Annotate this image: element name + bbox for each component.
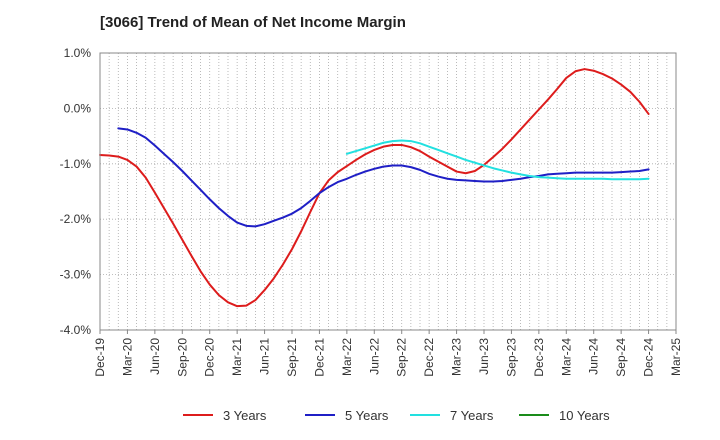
x-tick-label: Sep-20 <box>175 338 189 377</box>
legend-label-3-years: 3 Years <box>223 408 267 423</box>
plot-frame <box>99 52 677 331</box>
x-tick-label: Sep-21 <box>285 338 299 377</box>
x-tick-label: Dec-24 <box>642 338 656 377</box>
series-line-7-years <box>345 139 650 181</box>
x-tick-label: Mar-24 <box>559 338 573 376</box>
x-tick-label: Jun-22 <box>367 338 381 375</box>
x-tick-label: Mar-20 <box>120 338 134 376</box>
series-line-3-years <box>99 68 650 308</box>
x-tick-label: Sep-24 <box>614 338 628 377</box>
x-tick-label: Sep-23 <box>504 338 518 377</box>
x-tick-label: Jun-24 <box>587 338 601 375</box>
series-line-5-years <box>117 127 650 228</box>
y-tick-label: -3.0% <box>60 268 92 282</box>
x-tick-label: Dec-21 <box>312 338 326 377</box>
legend-label-10-years: 10 Years <box>559 408 610 423</box>
x-tick-label: Dec-22 <box>422 338 436 377</box>
x-tick-label: Mar-21 <box>230 338 244 376</box>
legend-label-7-years: 7 Years <box>450 408 494 423</box>
legend-label-5-years: 5 Years <box>345 408 389 423</box>
x-tick-label: Jun-20 <box>148 338 162 375</box>
y-tick-label: -2.0% <box>60 212 92 226</box>
chart-title: [3066] Trend of Mean of Net Income Margi… <box>100 14 406 31</box>
x-tick-label: Jun-21 <box>258 338 272 375</box>
x-tick-label: Dec-20 <box>203 338 217 377</box>
x-tick-label: Mar-22 <box>340 338 354 376</box>
y-tick-label: 0.0% <box>64 101 92 115</box>
x-tick-label: Mar-25 <box>669 338 683 376</box>
y-tick-label: -1.0% <box>60 157 92 171</box>
x-tick-label: Sep-22 <box>395 338 409 377</box>
y-tick-label: 1.0% <box>64 46 92 60</box>
plot-area <box>100 53 676 330</box>
x-tick-label: Dec-19 <box>93 338 107 377</box>
x-tick-label: Jun-23 <box>477 338 491 375</box>
x-tick-label: Mar-23 <box>450 338 464 376</box>
x-tick-label: Dec-23 <box>532 338 546 377</box>
y-tick-label: -4.0% <box>60 323 92 337</box>
